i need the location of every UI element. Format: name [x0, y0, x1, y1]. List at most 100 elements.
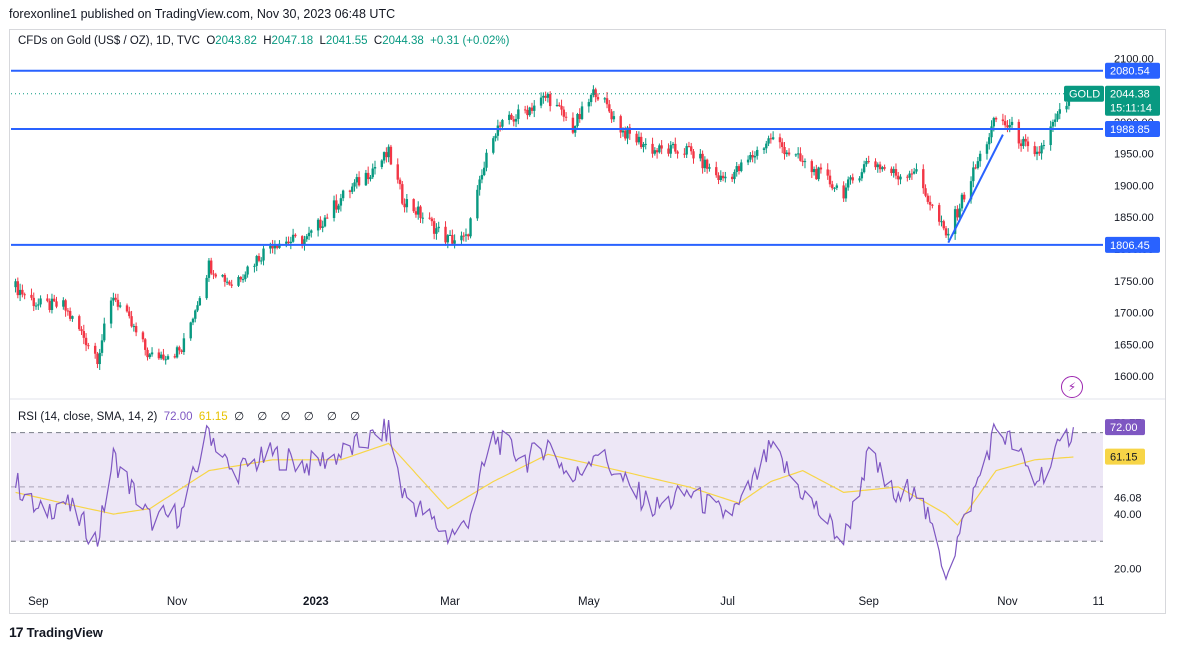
candle-body: [687, 146, 691, 148]
candle-body: [576, 114, 579, 127]
candle-body: [498, 125, 502, 127]
candle-body: [14, 281, 17, 288]
candle-body: [207, 260, 211, 278]
candle-body: [922, 169, 925, 189]
candle-body: [501, 120, 504, 127]
candle-body: [326, 217, 329, 219]
candle-body: [387, 146, 390, 158]
candle-body: [157, 352, 161, 359]
candle-body: [382, 152, 386, 161]
candle-body: [182, 338, 186, 353]
candle-body: [162, 354, 165, 360]
rsi-label: RSI (14, close, SMA, 14, 2): [18, 411, 158, 423]
price-tick-label: 2100.00: [1114, 53, 1154, 65]
lightning-icon[interactable]: ⚡: [1061, 376, 1083, 398]
candle-body: [512, 119, 515, 122]
candle-body: [626, 127, 629, 139]
candle-body: [539, 97, 543, 106]
candle-body: [765, 143, 768, 149]
candle-body: [48, 300, 51, 310]
candle-body: [555, 104, 559, 107]
candle-body: [496, 125, 500, 136]
candle-body: [815, 169, 818, 180]
candle-body: [592, 89, 595, 95]
candle-body: [756, 149, 759, 156]
candle-body: [246, 266, 249, 275]
candle-body: [287, 241, 290, 244]
candle-body: [357, 177, 361, 186]
candle-body: [608, 104, 611, 112]
candle-body: [492, 138, 495, 153]
low-value: 2041.55: [325, 35, 368, 47]
candle-body: [560, 105, 563, 110]
candle-body: [826, 169, 829, 176]
candle-body: [690, 146, 693, 152]
rsi-tick-label: 40.00: [1114, 509, 1142, 521]
candle-body: [125, 305, 129, 312]
candle-body: [883, 167, 886, 169]
candle-body: [671, 143, 675, 146]
candle-body: [285, 241, 288, 244]
candle-body: [708, 167, 711, 169]
candle-body: [926, 195, 930, 202]
candle-body: [1054, 119, 1057, 122]
candle-body: [908, 173, 911, 178]
candle-body: [542, 95, 545, 98]
candle-body: [39, 298, 42, 305]
candle-body: [173, 356, 176, 358]
candle-body: [701, 153, 704, 169]
tradingview-footer: 17 TradingView: [9, 624, 103, 640]
candle-body: [32, 297, 35, 307]
candle-body: [915, 169, 918, 172]
last-price-value: 2044.38: [1110, 89, 1150, 101]
candle-body: [899, 176, 902, 180]
price-tick-label: 1900.00: [1114, 180, 1154, 192]
candle-body: [78, 316, 81, 330]
candle-body: [437, 226, 440, 229]
candle-body: [778, 137, 782, 143]
candle-body: [341, 190, 345, 199]
candle-body: [130, 316, 133, 327]
candle-body: [924, 188, 927, 196]
candle-body: [164, 359, 167, 361]
candle-body: [944, 228, 948, 236]
candle-body: [624, 130, 627, 139]
candle-body: [271, 245, 274, 249]
candle-body: [269, 245, 272, 249]
last-price-box: [1105, 85, 1160, 116]
candle-body: [862, 164, 866, 173]
candle-body: [255, 256, 258, 266]
candle-body: [398, 179, 402, 185]
candle-body: [464, 234, 468, 236]
candle-body: [435, 228, 438, 234]
time-axis-label: 2023: [303, 596, 329, 608]
price-line-label-box: [1105, 236, 1160, 253]
candle-body: [876, 164, 879, 168]
candle-body: [112, 297, 115, 301]
candle-body: [494, 135, 497, 139]
candle-body: [571, 117, 575, 133]
time-axis-label: May: [578, 596, 600, 608]
candle-body: [301, 236, 304, 245]
candle-body: [963, 194, 966, 200]
candle-body: [64, 300, 67, 311]
candle-body: [316, 219, 320, 231]
candle-body: [881, 167, 884, 170]
candle-body: [191, 318, 195, 323]
candle-body: [781, 142, 784, 147]
candle-body: [134, 326, 138, 333]
candle-body: [132, 326, 136, 328]
candle-body: [1022, 138, 1025, 147]
candle-body: [517, 109, 520, 119]
candle-body: [612, 116, 616, 120]
rsi-value-box: [1105, 419, 1145, 436]
candle-body: [50, 298, 54, 310]
candle-body: [289, 241, 293, 244]
candle-body: [401, 184, 404, 204]
candle-body: [1038, 151, 1041, 154]
candle-body: [603, 98, 606, 100]
candle-body: [310, 230, 313, 233]
candle-body: [335, 200, 338, 210]
candle-body: [98, 352, 101, 365]
